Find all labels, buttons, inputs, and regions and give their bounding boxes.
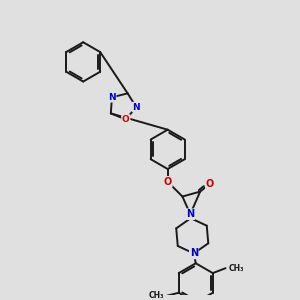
Text: CH₃: CH₃ (148, 291, 164, 300)
Text: N: N (132, 103, 140, 112)
Text: N: N (190, 248, 198, 258)
Text: CH₃: CH₃ (229, 264, 244, 273)
Text: O: O (122, 115, 130, 124)
Text: N: N (186, 209, 194, 219)
Text: N: N (108, 93, 116, 102)
Text: O: O (164, 177, 172, 187)
Text: O: O (206, 179, 214, 189)
